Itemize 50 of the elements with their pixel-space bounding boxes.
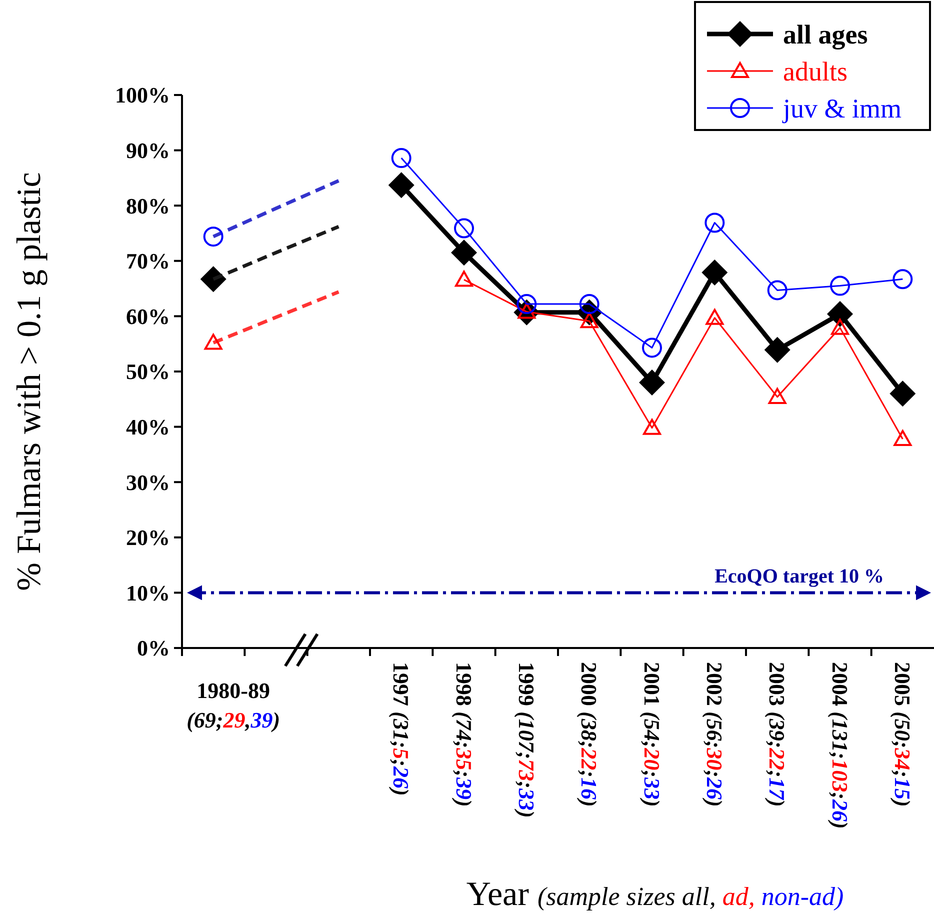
point bbox=[642, 338, 662, 358]
x-tick-label: 2005 (50;34;15) bbox=[890, 662, 915, 807]
point bbox=[200, 266, 226, 292]
point bbox=[388, 172, 414, 198]
ref-line-label: EcoQO target 10 % bbox=[714, 566, 884, 588]
point bbox=[391, 148, 412, 168]
y-tick-label: 10% bbox=[126, 580, 170, 606]
point bbox=[764, 336, 790, 363]
point bbox=[768, 388, 786, 404]
legend-label: juv & imm bbox=[782, 93, 902, 124]
point bbox=[203, 226, 224, 247]
y-tick-label: 80% bbox=[126, 193, 170, 218]
point bbox=[454, 218, 474, 238]
point bbox=[706, 308, 724, 325]
x-tick-label: 1997 (31;5;26) bbox=[388, 662, 414, 796]
point bbox=[830, 276, 850, 296]
y-tick-label: 90% bbox=[126, 138, 170, 163]
y-axis-title: % Fulmars with > 0.1 g plastic bbox=[11, 172, 48, 591]
y-tick-label: 30% bbox=[126, 470, 170, 495]
point bbox=[702, 260, 728, 286]
x-tick-label: 1980-89 (69;29,39) bbox=[186, 678, 280, 733]
x-tick-label: 1999 (107;73;33) bbox=[514, 662, 539, 818]
point bbox=[892, 269, 913, 290]
point bbox=[894, 430, 912, 446]
y-tick-label: 40% bbox=[126, 414, 170, 440]
y-tick-label: 20% bbox=[126, 525, 170, 550]
x-tick-label: 2000 (38;22;16) bbox=[576, 662, 602, 807]
x-axis-title: Year (sample sizes all, ad, non-ad) bbox=[466, 876, 844, 913]
point bbox=[643, 418, 661, 435]
legend-label: all ages bbox=[783, 19, 868, 50]
point bbox=[704, 212, 725, 233]
point bbox=[890, 380, 916, 407]
point bbox=[455, 270, 473, 287]
x-tick-label: 2002 (56;30;26) bbox=[702, 662, 727, 807]
legend-label: adults bbox=[783, 56, 848, 86]
y-tick-label: 70% bbox=[126, 248, 170, 274]
x-tick-label: 2001 (54;20;33) bbox=[639, 662, 664, 807]
y-tick-label: 0% bbox=[137, 636, 170, 661]
y-tick-label: 60% bbox=[126, 304, 170, 329]
point bbox=[639, 370, 665, 396]
point bbox=[204, 334, 222, 350]
x-tick-label: 2003 (39;22;17) bbox=[764, 662, 790, 807]
y-tick-label: 100% bbox=[115, 82, 170, 108]
point bbox=[451, 240, 477, 266]
point bbox=[831, 318, 849, 335]
y-tick-label: 50% bbox=[126, 359, 170, 384]
point bbox=[767, 280, 788, 300]
x-tick-label: 1998 (74;35;39) bbox=[451, 662, 476, 807]
point bbox=[827, 300, 853, 327]
x-tick-label: 2004 (131;103;26) bbox=[827, 662, 852, 829]
